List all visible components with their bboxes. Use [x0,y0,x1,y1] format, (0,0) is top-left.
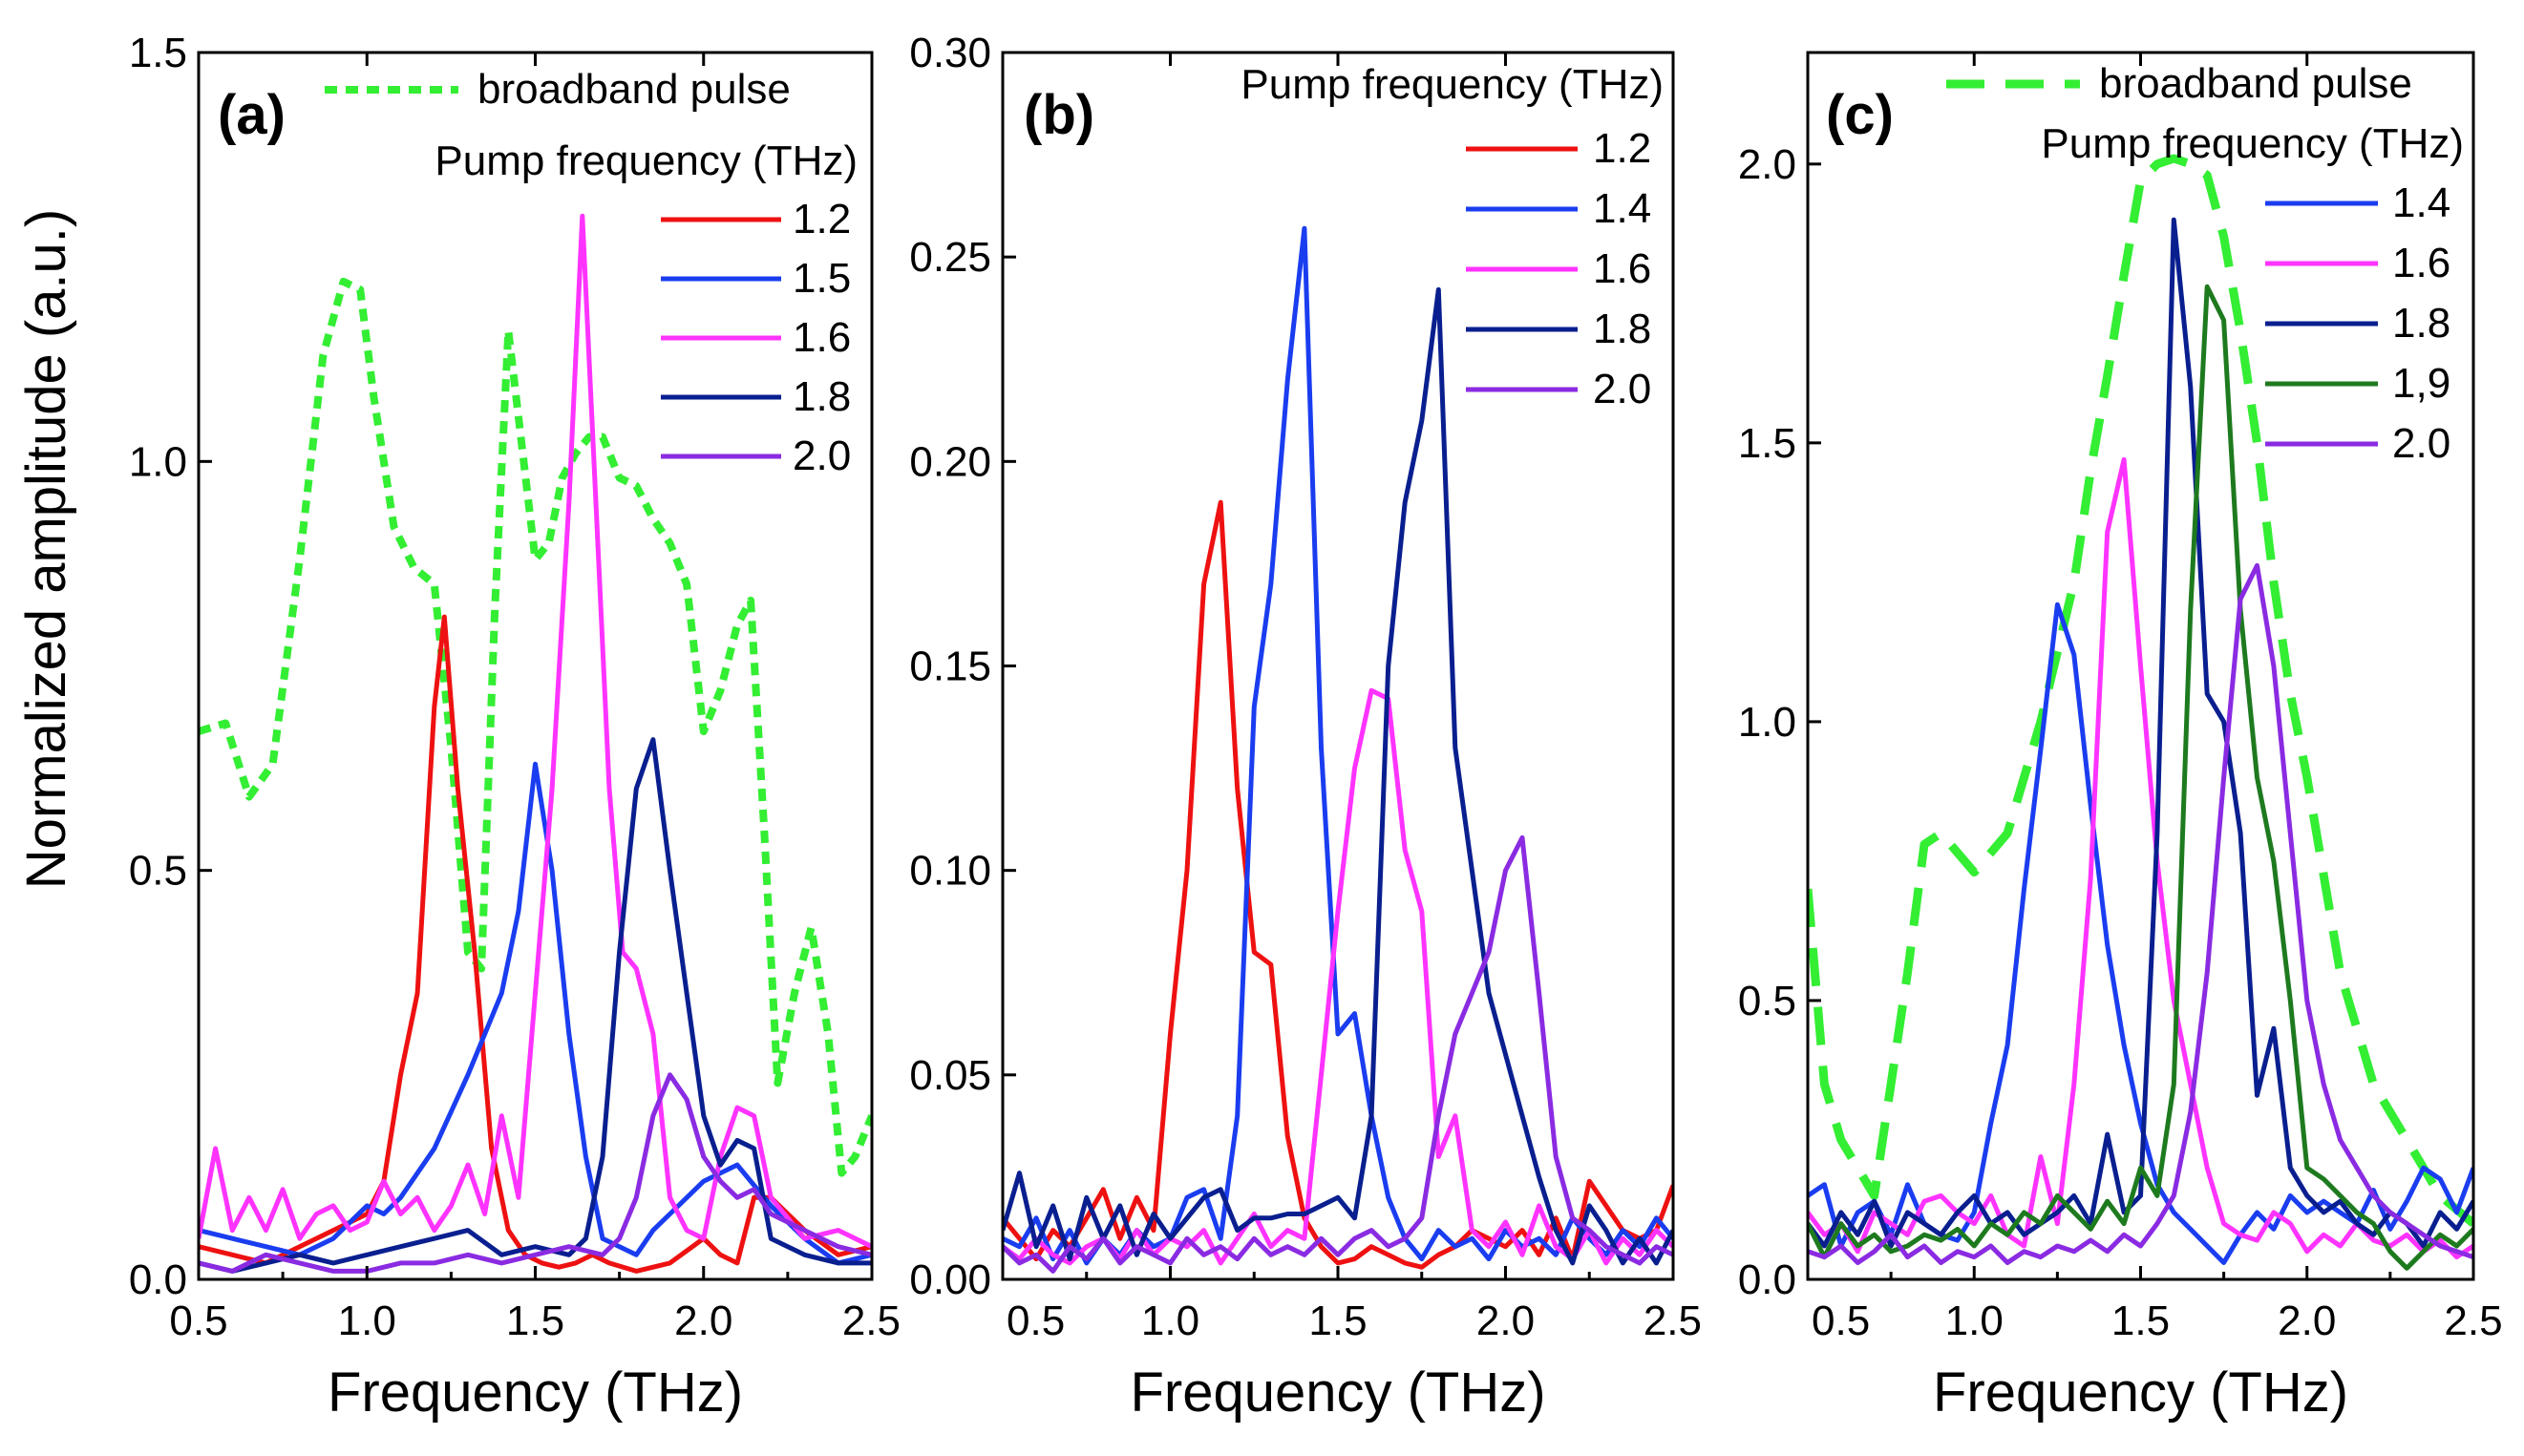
legend-title: Pump frequency (THz) [1241,61,1664,108]
legend-label: 1.8 [2392,300,2450,347]
x-tick-label: 1.0 [338,1298,396,1344]
y-tick-label: 1.5 [129,30,187,76]
series-line-2-0 [1808,562,2473,1265]
series-line-1-6 [199,213,872,1249]
x-tick-label: 0.5 [1812,1298,1870,1344]
legend: Pump frequency (THz) broadband pulse 1.4 1.… [1946,60,2464,467]
x-tick-label: 1.5 [2111,1298,2170,1344]
y-tick-label: 0.0 [1738,1256,1796,1303]
x-tick-label: 2.5 [842,1298,901,1344]
y-tick-label: 0.00 [909,1256,991,1303]
series-line-1-9 [1808,284,2473,1271]
x-axis-title: Frequency (THz) [328,1361,743,1424]
y-tick-label: 0.30 [909,30,991,76]
series-line-broadband-pulse [199,277,872,1177]
panel-c: 0.5 1.0 1.5 2.0 2.5 0.0 0.5 1.0 1.5 2.0 Frequency … [1738,51,2503,1424]
x-axis-title: Frequency (THz) [1130,1361,1545,1424]
legend-label: 1.4 [2392,179,2450,226]
legend-label: 1.6 [793,314,851,361]
x-tick-label: 1.0 [1141,1298,1199,1344]
panel-label: (b) [1024,84,1094,146]
series-line-1-8 [199,737,872,1274]
legend-label: 2.0 [2392,420,2450,467]
x-tick-label: 0.5 [1007,1298,1065,1344]
legend-label: 1.2 [793,196,851,243]
panel-label: (a) [218,84,286,146]
series-lines [1003,225,1673,1274]
panel-label: (c) [1826,84,1894,146]
legend-title: Pump frequency (THz) [2041,120,2464,167]
x-tick-label: 1.5 [506,1298,564,1344]
x-tick-label: 0.5 [169,1298,227,1344]
series-line-broadband-pulse [1808,154,2473,1228]
legend-label: 1.2 [1593,125,1651,172]
legend-label: 1.6 [1593,245,1651,292]
x-tick-label: 2.0 [2278,1298,2336,1344]
y-tick-label: 0.15 [909,644,991,690]
legend-label: 2.0 [793,433,851,479]
series-line-1-2 [199,614,872,1274]
y-tick-label: 0.10 [909,848,991,895]
series-line-2-0 [1003,834,1673,1274]
y-tick-label: 0.0 [129,1256,187,1303]
series-line-1-8 [1003,286,1673,1266]
series-lines [199,213,872,1274]
y-tick-label: 1.0 [1738,699,1796,746]
y-axis-title: Normalized amplitude (a.u.) [15,209,77,889]
legend-label: 1.8 [793,373,851,420]
series-line-1-5 [199,761,872,1266]
y-tick-label: 0.5 [129,848,187,895]
x-tick-label: 2.5 [2444,1298,2502,1344]
y-tick-label: 1.5 [1738,420,1796,467]
x-axis-title: Frequency (THz) [1933,1361,2348,1424]
legend-label: 1.5 [793,255,851,302]
x-tick-label: 2.0 [674,1298,732,1344]
legend-label-broadband-pulse: broadband pulse [2099,60,2412,107]
legend: Pump frequency (THz) broadband pulse 1.2 1.… [325,66,858,479]
y-tick-label: 0.5 [1738,978,1796,1024]
x-tick-label: 1.0 [1945,1298,2004,1344]
series-line-1-8 [1808,217,2473,1249]
y-tick-label: 0.05 [909,1052,991,1099]
x-tick-label: 2.0 [1476,1298,1535,1344]
y-tick-label: 0.20 [909,438,991,485]
legend: Pump frequency (THz) 1.2 1.4 1.6 1.8 2.0 [1241,61,1664,412]
series-lines [1808,154,2473,1271]
legend-label: 1.4 [1593,185,1651,232]
legend-label-broadband-pulse: broadband pulse [477,66,791,113]
legend-label: 2.0 [1593,366,1651,412]
panel-b: 0.5 1.0 1.5 2.0 2.5 0.00 0.05 0.10 0.15 0.20 0.25 0… [909,30,1702,1424]
series-line-1-2 [1003,499,1673,1270]
x-tick-label: 2.5 [1644,1298,1702,1344]
legend-label: 1.6 [2392,240,2450,286]
y-tick-label: 1.0 [129,438,187,485]
legend-label: 1.8 [1593,306,1651,352]
legend-title: Pump frequency (THz) [435,137,858,184]
series-line-2-0 [199,1072,872,1274]
y-tick-label: 0.25 [909,234,991,281]
x-tick-label: 1.5 [1308,1298,1367,1344]
y-tick-label: 2.0 [1738,141,1796,188]
legend-label: 1,9 [2392,360,2450,407]
